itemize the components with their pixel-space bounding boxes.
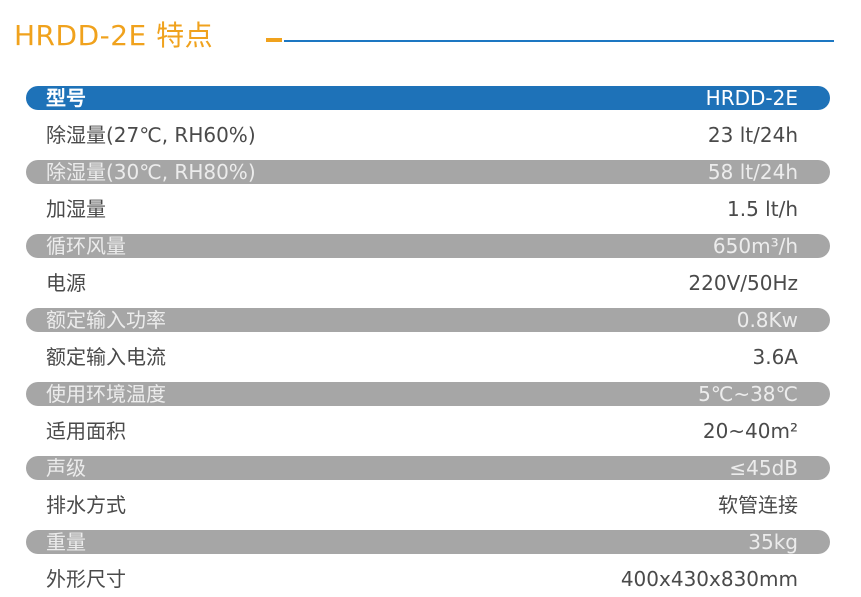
page-header: HRDD-2E 特点 <box>14 8 834 52</box>
row-shade-bar <box>26 308 830 332</box>
title-accent-mark <box>266 38 282 42</box>
spec-label: 重量 <box>46 530 86 554</box>
spec-value: 3.6A <box>752 345 799 369</box>
spec-label: 除湿量(30℃, RH80%) <box>46 160 256 184</box>
spec-label: 加湿量 <box>46 197 106 221</box>
header-label: 型号 <box>46 86 86 110</box>
spec-value: 220V/50Hz <box>688 271 798 295</box>
spec-row: 加湿量 1.5 lt/h <box>26 190 830 227</box>
spec-label: 额定输入电流 <box>46 345 166 369</box>
spec-value: 0.8Kw <box>736 308 798 332</box>
spec-value: ≤45dB <box>729 456 798 480</box>
spec-value: 400x430x830mm <box>620 567 798 591</box>
row-shade-bar <box>26 382 830 406</box>
spec-label: 使用环境温度 <box>46 382 166 406</box>
spec-value: 58 lt/24h <box>707 160 798 184</box>
spec-row: 使用环境温度 5℃~38℃ <box>26 375 830 412</box>
spec-row: 声级 ≤45dB <box>26 449 830 486</box>
spec-row: 循环风量 650m³/h <box>26 227 830 264</box>
row-shade-bar <box>26 160 830 184</box>
spec-row: 重量 35kg <box>26 523 830 560</box>
spec-table: 型号 HRDD-2E 除湿量(27℃, RH60%) 23 lt/24h 除湿量… <box>26 79 830 597</box>
spec-row: 除湿量(30℃, RH80%) 58 lt/24h <box>26 153 830 190</box>
spec-row: 电源 220V/50Hz <box>26 264 830 301</box>
spec-row: 额定输入电流 3.6A <box>26 338 830 375</box>
spec-row: 外形尺寸 400x430x830mm <box>26 560 830 597</box>
spec-value: 1.5 lt/h <box>727 197 798 221</box>
spec-value: 5℃~38℃ <box>698 382 798 406</box>
title-rule <box>284 40 834 42</box>
spec-label: 排水方式 <box>46 493 126 517</box>
spec-value: 软管连接 <box>718 493 798 517</box>
spec-value: 650m³/h <box>712 234 798 258</box>
spec-label: 外形尺寸 <box>46 567 126 591</box>
spec-label: 声级 <box>46 456 86 480</box>
spec-label: 循环风量 <box>46 234 126 258</box>
header-value: HRDD-2E <box>705 86 798 110</box>
spec-value: 35kg <box>748 530 798 554</box>
spec-row: 额定输入功率 0.8Kw <box>26 301 830 338</box>
spec-label: 除湿量(27℃, RH60%) <box>46 123 256 147</box>
page-title: HRDD-2E 特点 <box>14 19 214 52</box>
spec-row: 排水方式 软管连接 <box>26 486 830 523</box>
spec-value: 20~40m² <box>702 419 798 443</box>
spec-row: 除湿量(27℃, RH60%) 23 lt/24h <box>26 116 830 153</box>
row-shade-bar <box>26 530 830 554</box>
spec-label: 适用面积 <box>46 419 126 443</box>
spec-header-row: 型号 HRDD-2E <box>26 79 830 116</box>
header-bar <box>26 86 830 110</box>
spec-row: 适用面积 20~40m² <box>26 412 830 449</box>
row-shade-bar <box>26 456 830 480</box>
row-shade-bar <box>26 234 830 258</box>
spec-value: 23 lt/24h <box>707 123 798 147</box>
spec-label: 额定输入功率 <box>46 308 166 332</box>
spec-label: 电源 <box>46 271 86 295</box>
